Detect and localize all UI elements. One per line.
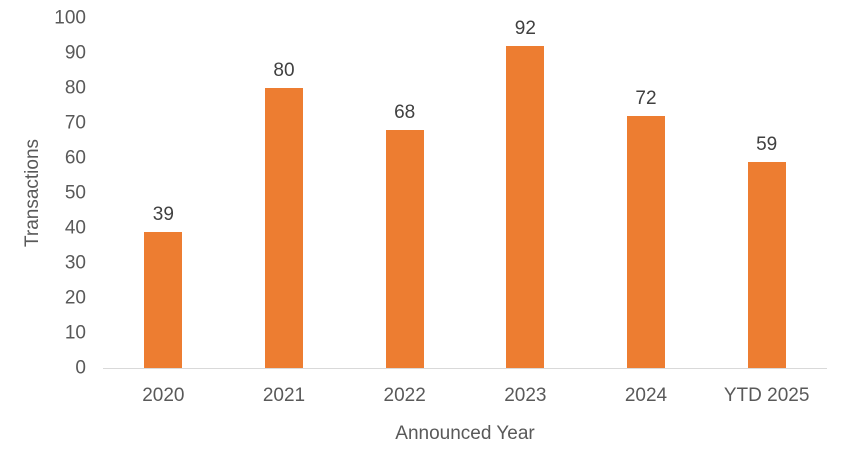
bar-value-label: 80	[273, 60, 295, 81]
x-tick-label: 2021	[262, 385, 306, 406]
x-tick-label: 2023	[504, 385, 547, 406]
y-tick-label: 60	[64, 147, 86, 169]
bar-value-label: 59	[756, 133, 778, 155]
y-tick-label: 50	[64, 182, 86, 204]
bar-2021	[264, 88, 303, 368]
plot-area: 39 80 68 92 72 59	[103, 18, 827, 369]
x-tick-label: 2022	[383, 385, 426, 406]
bar-value-label: 68	[394, 102, 416, 123]
bar-value-label: 39	[152, 203, 174, 225]
bar-slot: 92	[465, 18, 586, 368]
bar-slot: 68	[344, 18, 465, 368]
bar-value-label: 72	[635, 88, 657, 109]
y-tick-label: 80	[64, 77, 86, 99]
bar-slot: 59	[706, 18, 827, 368]
y-tick-label: 20	[64, 287, 86, 309]
bar-2024	[626, 116, 665, 368]
x-axis-ticks: 2020 2021 2022 2023 2024 YTD 2025	[103, 385, 827, 409]
bar-slot: 72	[586, 18, 707, 368]
y-tick-label: 40	[64, 217, 86, 239]
bar-slot: 80	[224, 18, 345, 368]
bar-2020	[144, 231, 183, 368]
y-tick-label: 10	[64, 322, 86, 344]
x-tick-label: YTD 2025	[723, 385, 810, 406]
bar-YTD 2025	[747, 161, 786, 368]
y-tick-label: 70	[64, 112, 86, 134]
x-tick-label: 2024	[624, 385, 668, 406]
y-tick-label: 90	[64, 42, 86, 64]
bar-value-label: 92	[514, 18, 536, 39]
y-tick-label: 100	[54, 7, 86, 29]
bar-2022	[385, 130, 424, 368]
x-tick-label: 2020	[142, 385, 185, 406]
y-axis-ticks: 0 10 20 30 40 50 60 70 80 90 100	[0, 9, 86, 378]
bar-slot: 39	[103, 18, 224, 368]
bar-2023	[506, 46, 545, 368]
y-tick-label: 0	[75, 357, 86, 379]
y-tick-label: 30	[64, 252, 86, 274]
x-axis-title: Announced Year	[395, 423, 535, 444]
